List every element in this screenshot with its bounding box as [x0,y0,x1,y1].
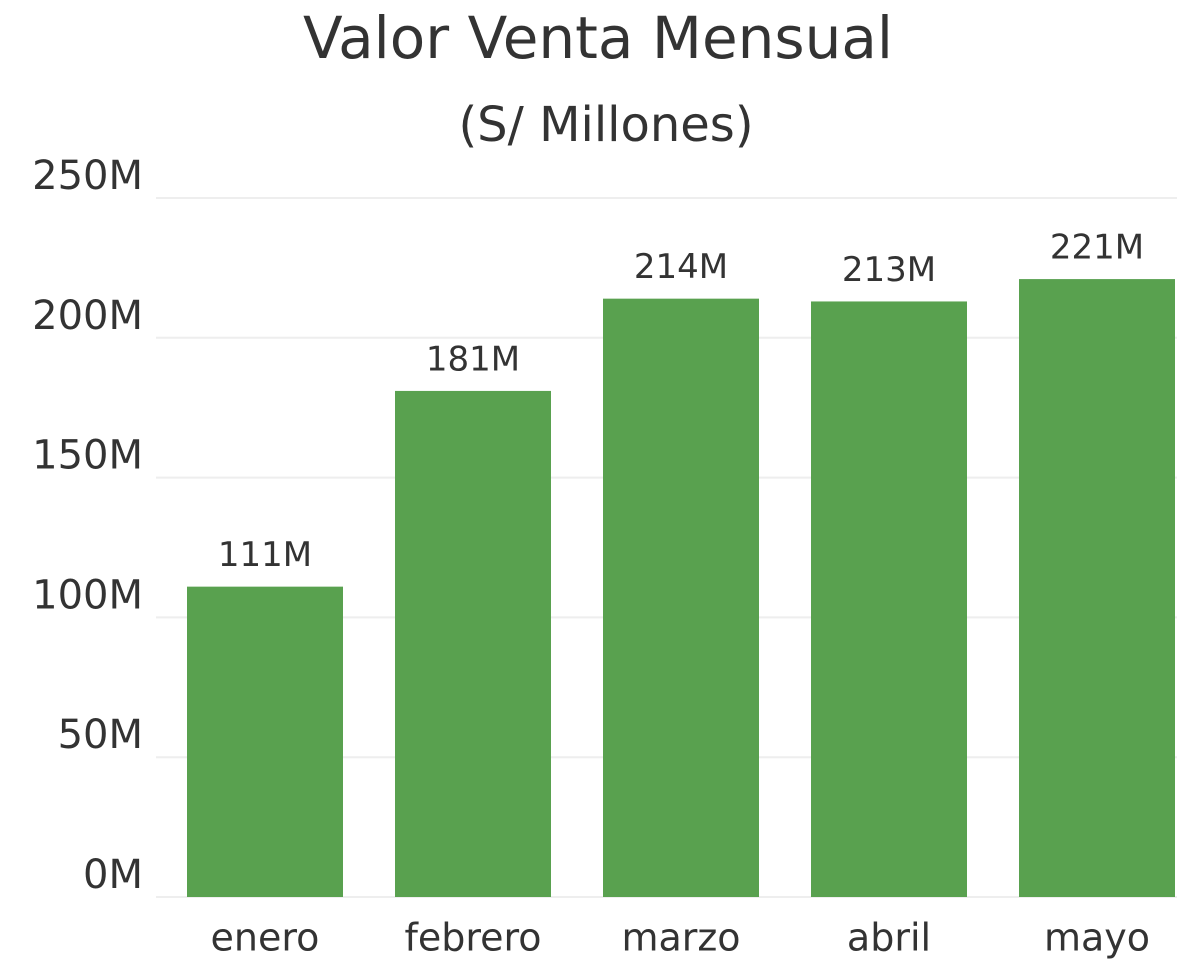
x-tick-label: enero [211,916,320,960]
bar [395,390,551,897]
bar [603,298,759,897]
y-tick-label: 0M [83,852,143,898]
x-tick-label: abril [847,916,931,960]
x-tick-label: febrero [404,916,541,960]
chart-title: Valor Venta Mensual [303,4,893,72]
y-tick-label: 50M [58,712,143,758]
x-tick-label: mayo [1044,916,1150,960]
bar [187,586,343,897]
y-tick-label: 250M [32,153,143,199]
value-label: 213M [842,250,936,290]
value-label: 111M [218,535,312,575]
x-tick-label: marzo [621,916,740,960]
y-tick-label: 150M [32,433,143,479]
value-label: 181M [426,339,520,379]
bar [1019,279,1175,898]
value-label: 214M [634,247,728,287]
bar [811,301,967,897]
chart-subtitle: (S/ Millones) [458,97,753,153]
y-tick-label: 100M [32,572,143,618]
value-label: 221M [1050,228,1144,268]
y-tick-label: 200M [32,293,143,339]
